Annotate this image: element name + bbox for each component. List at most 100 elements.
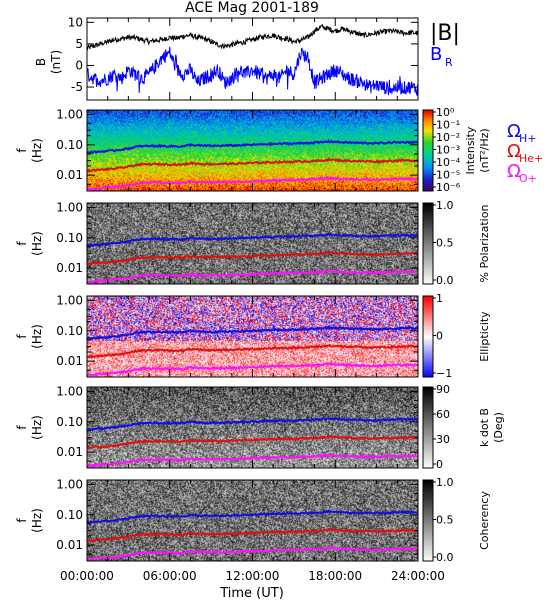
panel-1-ylabel: B — [34, 58, 48, 66]
colorbar-tick-label: 30 — [436, 433, 450, 446]
panel-yunit: (Hz) — [30, 231, 44, 256]
y-tick-label: 1.00 — [56, 200, 83, 214]
panel-yunit: (Hz) — [30, 324, 44, 349]
cyclotron-line-o-4 — [86, 452, 419, 469]
colorbar-label: Coherency — [478, 491, 491, 550]
cyclotron-line-h-5 — [86, 508, 418, 525]
panel-ylabel: f — [15, 334, 29, 339]
x-tick-label: 00:00:00 — [60, 569, 114, 583]
y-tick-label: 1.00 — [56, 384, 83, 398]
overlay-legend-sub-2: O+ — [519, 172, 537, 185]
cyclotron-line-o-1 — [86, 175, 419, 191]
cyclotron-line-h-3 — [86, 325, 419, 341]
overlay-legend-2: Ω — [507, 161, 521, 182]
colorbar-tick-label: 10⁻⁶ — [436, 181, 461, 194]
colorbar-1 — [423, 110, 433, 191]
colorbar-tick-label: −1 — [436, 367, 452, 380]
colorbar-tick-label: 10⁻¹ — [436, 119, 460, 132]
colorbar-label: % Polarization — [478, 205, 491, 283]
cyclotron-line-o-2 — [86, 268, 419, 284]
y-tick-label: 10 — [68, 15, 83, 29]
cyclotron-line-he-5 — [86, 527, 419, 543]
series-line-btotal — [86, 23, 419, 51]
series-line-br — [86, 46, 419, 96]
x-tick-label: 12:00:00 — [226, 569, 280, 583]
colorbar-frame — [422, 109, 434, 192]
axes — [86, 17, 436, 562]
colorbar-tick-label: 0.0 — [436, 274, 454, 287]
cyclotron-line-h-4 — [86, 416, 419, 432]
cyclotron-line-he-4 — [86, 434, 419, 450]
y-tick-label: 0.10 — [56, 415, 83, 429]
colorbar-tick-label: 90 — [436, 383, 450, 396]
x-tick-label: 06:00:00 — [143, 569, 197, 583]
colorbar-frame — [422, 479, 434, 562]
cyclotron-line-he-2 — [86, 250, 419, 266]
cyclotron-line-he-1 — [86, 157, 419, 173]
panel-ylabel: f — [15, 518, 29, 523]
colorbar-tick-label: 10⁻² — [436, 131, 460, 144]
data-lines — [86, 23, 419, 561]
colorbar-label: Intensity — [464, 126, 477, 174]
colorbar-5 — [423, 480, 433, 561]
legend-br-sub: R — [445, 56, 453, 69]
y-tick-label: -5 — [71, 80, 83, 94]
colorbar-tick-label: 1.0 — [436, 199, 454, 212]
colorbar-tick-label: 1 — [436, 292, 443, 305]
colorbar-tick-label: 1.0 — [436, 476, 454, 489]
figure-title: ACE Mag 2001-189 — [185, 0, 319, 16]
cyclotron-line-he-3 — [86, 344, 419, 359]
y-tick-label: 0 — [75, 58, 83, 72]
panel-ylabel: f — [15, 148, 29, 153]
y-tick-label: 0.10 — [56, 508, 83, 522]
y-tick-label: 0.01 — [56, 168, 83, 182]
colorbar-frame — [422, 386, 434, 469]
panel-yunit: (Hz) — [30, 415, 44, 440]
y-tick-label: 0.10 — [56, 231, 83, 245]
colorbar-tick-label: 0.5 — [436, 514, 454, 527]
spectrogram-3 — [87, 296, 418, 377]
colorbar-4 — [423, 387, 433, 468]
colorbar-tick-label: 10⁻⁵ — [436, 169, 460, 182]
colorbar-frame — [422, 295, 434, 378]
colorbar-tick-label: 0 — [436, 330, 443, 343]
cyclotron-line-o-3 — [86, 362, 419, 377]
x-axis-label: Time (UT) — [219, 586, 284, 600]
y-tick-label: 5 — [75, 37, 83, 51]
colorbar-3 — [423, 296, 433, 377]
panel-yunit: (Hz) — [30, 508, 44, 533]
cyclotron-line-h-2 — [86, 232, 419, 248]
y-tick-label: 0.10 — [56, 138, 83, 152]
y-tick-label: 0.01 — [56, 538, 83, 552]
spectrogram-4 — [87, 387, 418, 468]
panel-ylabel: f — [15, 425, 29, 430]
cyclotron-line-h-1 — [86, 138, 419, 155]
cyclotron-line-o-5 — [86, 546, 419, 561]
colorbar-frame — [422, 202, 434, 285]
colorbar-tick-label: 10⁰ — [436, 106, 455, 119]
colorbar-unit: (nT²/Hz) — [478, 128, 491, 172]
colorbar-tick-label: 10⁻³ — [436, 144, 460, 157]
y-tick-label: 0.10 — [56, 324, 83, 338]
overlay-legend-1: Ω — [507, 141, 521, 162]
panel-yunit: (Hz) — [30, 138, 44, 163]
x-tick-label: 18:00:00 — [308, 569, 362, 583]
overlay-legend-sub-0: H+ — [519, 132, 537, 145]
colorbar-unit: (Deg) — [492, 412, 505, 443]
y-tick-label: 1.00 — [56, 477, 83, 491]
y-tick-label: 1.00 — [56, 107, 83, 121]
colorbar-tick-label: 0.0 — [436, 551, 454, 564]
y-tick-label: 0.01 — [56, 445, 83, 459]
y-tick-label: 0.01 — [56, 261, 83, 275]
spectrogram-5 — [87, 480, 418, 561]
colorbar-tick-label: 10⁻⁴ — [436, 156, 461, 169]
y-tick-label: 0.01 — [56, 354, 83, 368]
spectrogram-images — [87, 110, 433, 561]
legend-br: B — [430, 44, 442, 65]
legend-btotal: |B| — [430, 21, 460, 46]
colorbar-tick-label: 60 — [436, 408, 450, 421]
panel-1-yunit: (nT) — [49, 50, 63, 74]
colorbar-2 — [423, 203, 433, 284]
panel-ylabel: f — [15, 241, 29, 246]
